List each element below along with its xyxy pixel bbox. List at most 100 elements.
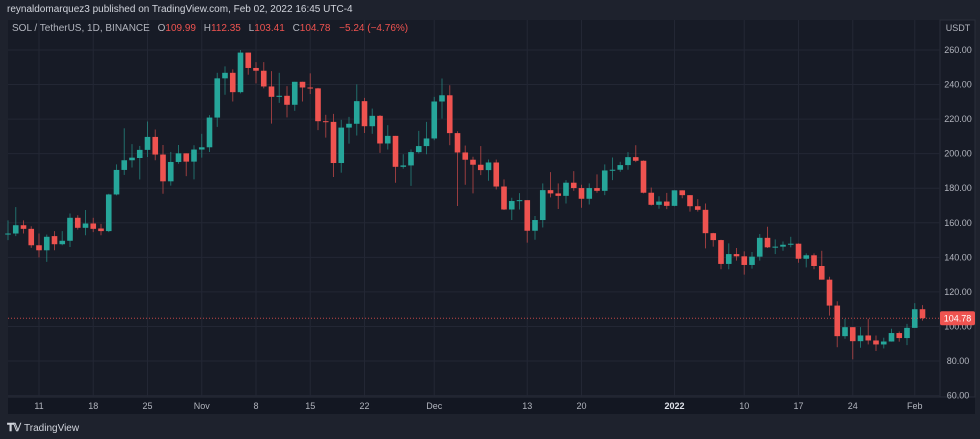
candle-body — [594, 188, 600, 191]
candle — [671, 190, 678, 207]
symbol-legend: SOL / TetherUS, 1D, BINANCE O109.99 H112… — [12, 23, 408, 34]
candle — [547, 172, 554, 198]
candle-body — [276, 95, 283, 97]
candle — [625, 152, 631, 170]
candle — [74, 215, 81, 230]
candle-body — [617, 165, 624, 170]
candle — [206, 115, 213, 152]
chart-pane[interactable] — [8, 20, 940, 397]
candle — [896, 331, 903, 342]
candle — [880, 337, 887, 349]
candle — [237, 50, 244, 94]
candle-body — [369, 115, 376, 127]
candle — [570, 171, 577, 191]
candle — [59, 231, 66, 246]
candle — [741, 251, 748, 275]
candle-body — [160, 154, 166, 182]
candle — [904, 323, 910, 346]
candle-body — [152, 136, 159, 155]
candle-body — [919, 309, 926, 319]
price-tick-label: 240.00 — [944, 80, 972, 90]
candle — [749, 252, 755, 269]
candle — [43, 234, 50, 262]
candle-body — [43, 236, 50, 251]
candle — [725, 243, 732, 270]
candle-body — [888, 333, 895, 342]
candle — [656, 196, 662, 209]
candle-body — [353, 101, 360, 124]
time-tick-label: 18 — [88, 401, 98, 411]
candle — [617, 161, 624, 172]
candle-body — [563, 182, 569, 196]
candle-body — [400, 165, 407, 167]
candle-body — [222, 72, 228, 79]
brand-label[interactable]: TradingView — [24, 422, 80, 434]
candle — [857, 327, 864, 348]
candle-body — [873, 340, 879, 345]
candle-body — [322, 121, 329, 123]
candle-body — [749, 256, 755, 265]
candle — [462, 145, 469, 185]
candle-body — [718, 240, 724, 264]
time-tick-label: 13 — [522, 401, 532, 411]
candle-body — [485, 162, 492, 171]
candle — [439, 78, 445, 119]
candle-body — [183, 153, 190, 162]
candle-body — [462, 152, 469, 160]
candle-body — [113, 169, 120, 195]
candle-body — [136, 149, 143, 158]
candle-body — [67, 217, 73, 241]
candle — [640, 160, 647, 194]
candle — [222, 66, 228, 95]
candle — [353, 84, 360, 136]
candle-body — [346, 123, 352, 128]
candle — [865, 318, 872, 345]
candle — [98, 223, 104, 236]
price-axis[interactable] — [939, 19, 976, 398]
candle — [113, 164, 120, 196]
candle — [555, 183, 562, 209]
candle-body — [547, 190, 554, 194]
candle-body — [198, 147, 205, 150]
price-tick-label: 260.00 — [944, 45, 972, 55]
candle — [5, 220, 11, 241]
candle — [136, 145, 143, 180]
candle-body — [756, 237, 763, 257]
candle — [12, 207, 19, 237]
candle — [198, 133, 205, 158]
candle-body — [423, 138, 430, 147]
candle-body — [12, 225, 19, 234]
candle — [214, 72, 221, 127]
candle-body — [384, 135, 391, 144]
candle-body — [59, 240, 66, 245]
time-tick-label: 22 — [359, 401, 369, 411]
price-axis-labels: 260.00 240.00 220.00 200.00 180.00 160.00 140.… — [944, 45, 972, 401]
candle — [586, 183, 593, 205]
candle-body — [795, 243, 802, 259]
candle — [408, 149, 414, 186]
candle-body — [586, 188, 593, 199]
candle-body — [493, 162, 500, 187]
candle-body — [803, 255, 810, 259]
close-label: C — [292, 23, 300, 34]
candle-body — [508, 201, 515, 210]
time-axis[interactable] — [8, 397, 975, 414]
candle-body — [772, 246, 779, 248]
candle — [268, 71, 275, 124]
candle-body — [284, 95, 290, 105]
candle-body — [237, 52, 244, 93]
candle-body — [377, 115, 383, 144]
candle — [369, 108, 376, 134]
candle — [477, 146, 484, 176]
candle-body — [663, 201, 670, 206]
candle — [330, 113, 337, 178]
time-tick-label: 15 — [305, 401, 315, 411]
candle — [888, 328, 895, 342]
candle-body — [408, 152, 414, 166]
candle-body — [268, 86, 275, 97]
candle-body — [470, 159, 476, 165]
candle-body — [36, 245, 42, 251]
candle — [718, 239, 724, 270]
tradingview-logo-icon[interactable]: 𝐓𝕍 — [7, 422, 21, 434]
